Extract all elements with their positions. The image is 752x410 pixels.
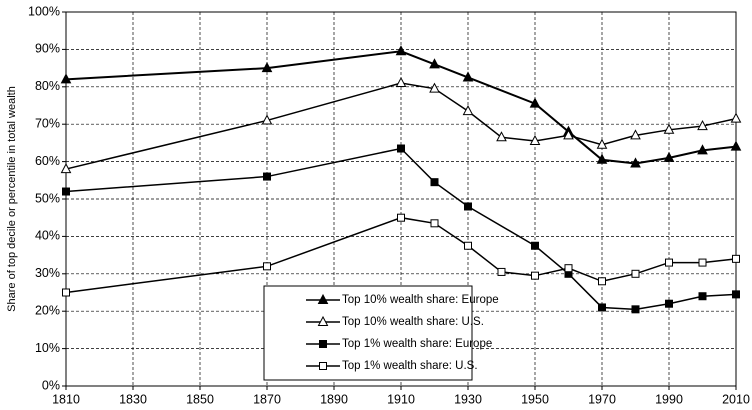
y-tick-label: 100% [28, 4, 60, 18]
legend-box [263, 285, 473, 381]
marker [496, 131, 507, 142]
marker [497, 267, 506, 276]
marker [564, 264, 573, 273]
marker [464, 202, 472, 211]
marker [317, 315, 329, 326]
marker [665, 299, 673, 308]
marker [631, 305, 640, 314]
marker [462, 105, 474, 116]
y-tick-label: 0% [42, 378, 60, 392]
marker [598, 303, 606, 312]
marker [319, 362, 327, 370]
x-tick-label: 1870 [253, 392, 281, 406]
marker [730, 140, 742, 151]
marker [464, 241, 472, 250]
marker [531, 241, 539, 250]
x-tick-label: 2010 [722, 392, 750, 406]
marker [630, 157, 641, 168]
y-tick-label: 40% [35, 229, 60, 243]
marker [60, 73, 72, 84]
legend-label: Top 10% wealth share: U.S. [342, 316, 484, 328]
marker [60, 163, 72, 174]
x-tick-label: 1810 [52, 392, 80, 406]
x-tick-label: 1850 [186, 392, 214, 406]
x-tick-label: 1930 [454, 392, 482, 406]
marker [62, 288, 70, 297]
legend-label: Top 1% wealth share: U.S. [342, 360, 478, 372]
marker [732, 290, 740, 299]
x-tick-label: 1910 [387, 392, 415, 406]
y-tick-label: 90% [35, 42, 60, 56]
marker [529, 97, 541, 108]
marker [263, 172, 271, 181]
marker [429, 58, 440, 69]
y-tick-label: 30% [35, 266, 60, 280]
x-tick-label: 1830 [119, 392, 147, 406]
x-tick-label: 1990 [655, 392, 683, 406]
marker [598, 277, 606, 286]
marker [596, 138, 608, 149]
marker [263, 262, 271, 271]
marker [732, 254, 740, 263]
marker [395, 45, 407, 56]
y-axis-label: Share of top decile or percentile in tot… [6, 86, 18, 312]
y-tick-label: 60% [35, 154, 60, 168]
y-tick-label: 20% [35, 303, 60, 317]
marker [563, 129, 574, 140]
y-tick-label: 10% [35, 341, 60, 355]
marker [596, 153, 608, 164]
marker [317, 293, 329, 304]
marker [395, 76, 407, 88]
marker [698, 292, 707, 301]
plot-frame [65, 11, 737, 387]
marker [529, 134, 541, 146]
marker [462, 71, 474, 82]
marker [430, 178, 439, 187]
marker [430, 219, 439, 228]
marker [261, 62, 273, 73]
marker [697, 144, 708, 155]
marker [631, 269, 640, 278]
marker [429, 82, 440, 93]
series-line [65, 50, 737, 165]
x-tick-label: 1970 [588, 392, 616, 406]
marker [730, 112, 742, 123]
marker [319, 340, 327, 348]
marker [665, 258, 673, 267]
marker [630, 129, 641, 140]
series-line [65, 82, 737, 170]
legend-label: Top 10% wealth share: Europe [342, 294, 499, 306]
series-line [65, 147, 737, 311]
marker [663, 151, 675, 162]
marker [397, 213, 405, 222]
marker [261, 114, 273, 125]
marker [698, 258, 707, 267]
marker [62, 187, 70, 196]
legend-label: Top 1% wealth share: Europe [342, 338, 492, 350]
marker [663, 123, 675, 134]
legend: Top 10% wealth share: Europe Top 10% weal… [263, 285, 499, 381]
x-tick-label: 1890 [320, 392, 348, 406]
y-tick-label: 70% [35, 116, 60, 130]
y-tick-label: 80% [35, 79, 60, 93]
y-tick-label: 50% [35, 191, 60, 205]
marker [397, 144, 405, 153]
x-tick-label: 1950 [521, 392, 549, 406]
marker [697, 120, 708, 131]
marker [531, 271, 539, 280]
